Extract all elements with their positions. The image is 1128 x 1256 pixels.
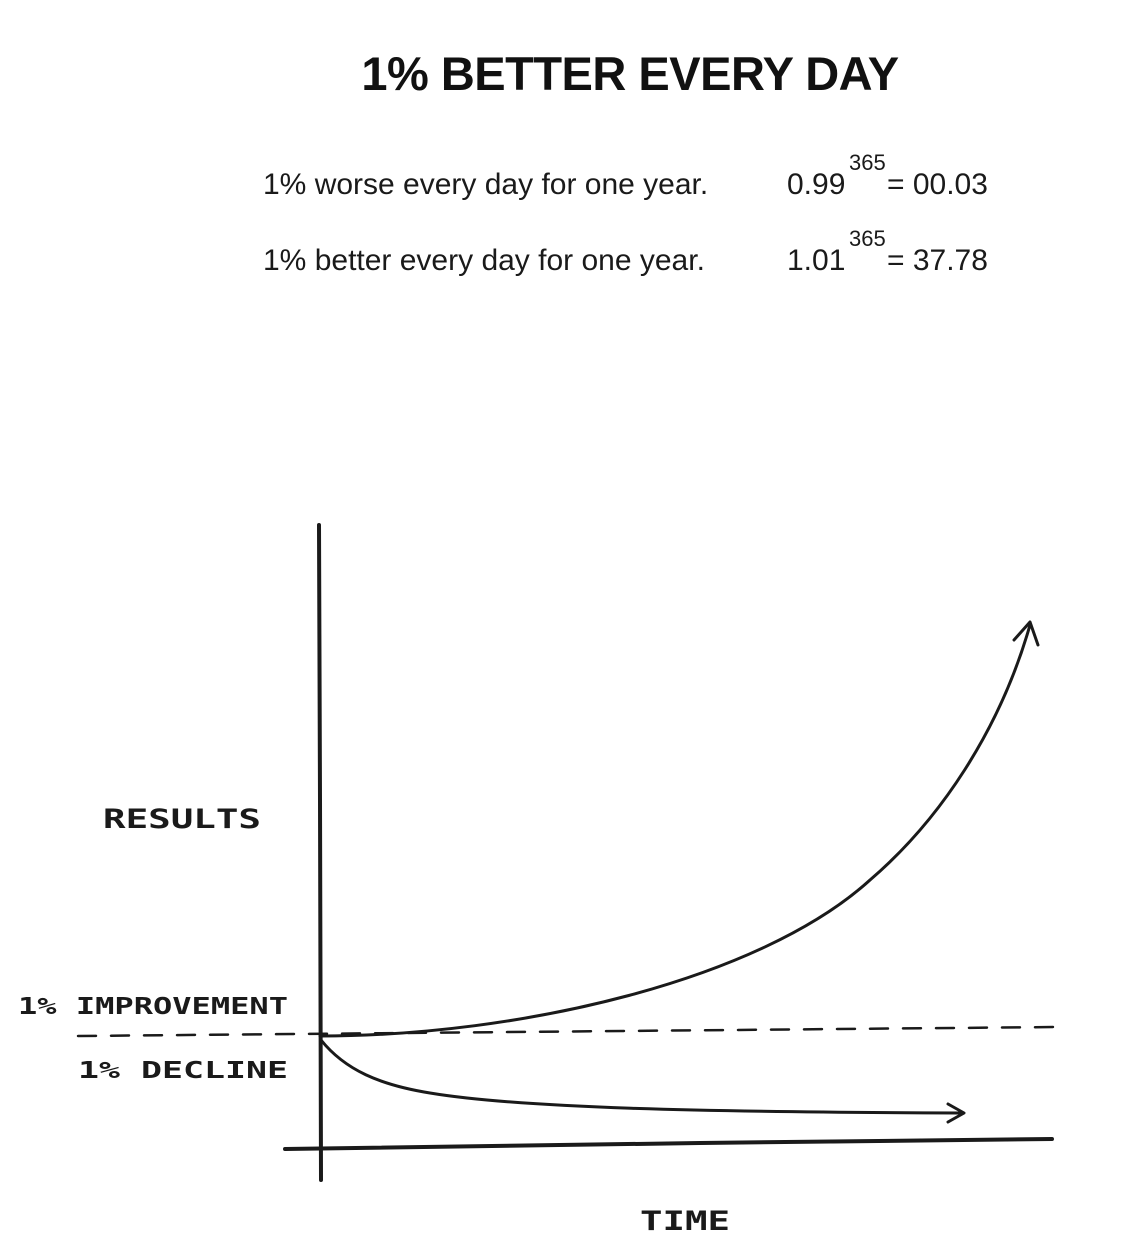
formula-exponent: 365 bbox=[849, 226, 886, 251]
y-axis-label: RESULTS bbox=[103, 804, 261, 835]
decline-curve bbox=[319, 1038, 962, 1115]
formula-base: 1.01 bbox=[787, 244, 846, 277]
improvement-arrowhead bbox=[1012, 620, 1040, 647]
formula-label: 1% better every day for one year. bbox=[263, 244, 705, 277]
decline-arrowhead bbox=[946, 1102, 966, 1124]
formula-base: 0.99 bbox=[787, 168, 846, 201]
formula-exponent: 365 bbox=[849, 150, 886, 175]
baseline-dashed bbox=[76, 1025, 1060, 1038]
formula-label: 1% worse every day for one year. bbox=[263, 168, 709, 201]
page-title: 1% BETTER EVERY DAY bbox=[361, 47, 899, 100]
formula-result: = 37.78 bbox=[887, 244, 988, 277]
improvement-label: 1% IMPROVEMENT bbox=[18, 994, 288, 1020]
x-axis bbox=[283, 1137, 1054, 1151]
improvement-curve bbox=[318, 623, 1032, 1038]
y-axis bbox=[317, 523, 323, 1182]
formula-result: = 00.03 bbox=[887, 168, 988, 201]
x-axis-label: TIME bbox=[640, 1206, 730, 1237]
decline-label: 1% DECLINE bbox=[78, 1058, 288, 1084]
